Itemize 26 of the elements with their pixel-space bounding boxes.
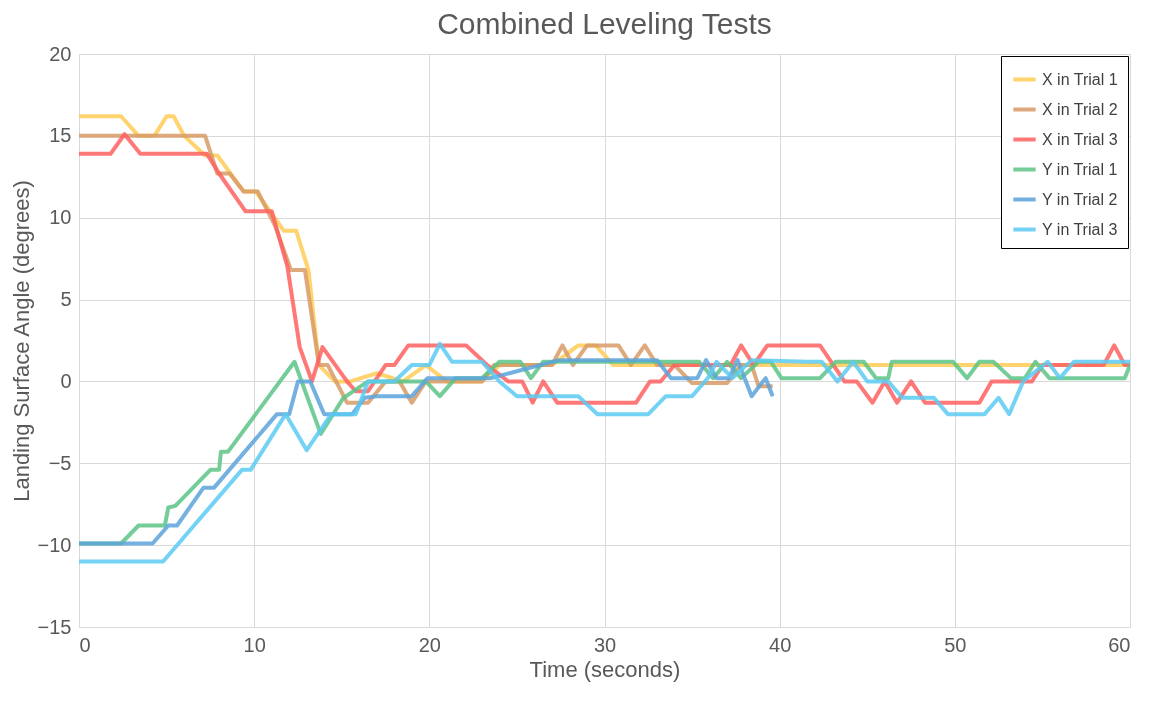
legend-label: X in Trial 3 [1042,130,1118,148]
legend-label: Y in Trial 3 [1042,220,1118,238]
y-tick-label: −10 [37,533,72,556]
chart-title: Combined Leveling Tests [437,7,772,40]
legend-label: X in Trial 2 [1042,100,1118,118]
x-tick-label: 60 [1108,633,1131,656]
x-tick-label: 40 [769,633,792,656]
y-tick-label: 5 [60,288,72,311]
x-tick-label: 50 [944,633,967,656]
y-axis-title: Landing Surface Angle (degrees) [8,180,34,502]
line-series [79,341,1130,564]
x-tick-label: 0 [79,633,91,656]
x-tick-label: 30 [593,633,617,656]
y-tick-label: −5 [48,451,72,474]
y-tick-label: 10 [49,206,72,229]
y-tick-label: −15 [37,615,72,638]
legend-label: Y in Trial 2 [1042,190,1118,208]
y-tick-label: 0 [60,369,72,392]
x-tick-label: 20 [418,633,441,656]
x-tick-label: 10 [243,633,266,656]
legend-label: X in Trial 1 [1042,70,1118,88]
line-series [79,358,775,546]
y-tick-label: 20 [49,42,72,65]
x-axis-title: Time (seconds) [529,656,681,682]
legend-label: Y in Trial 1 [1042,160,1118,178]
y-tick-label: 15 [49,124,72,147]
